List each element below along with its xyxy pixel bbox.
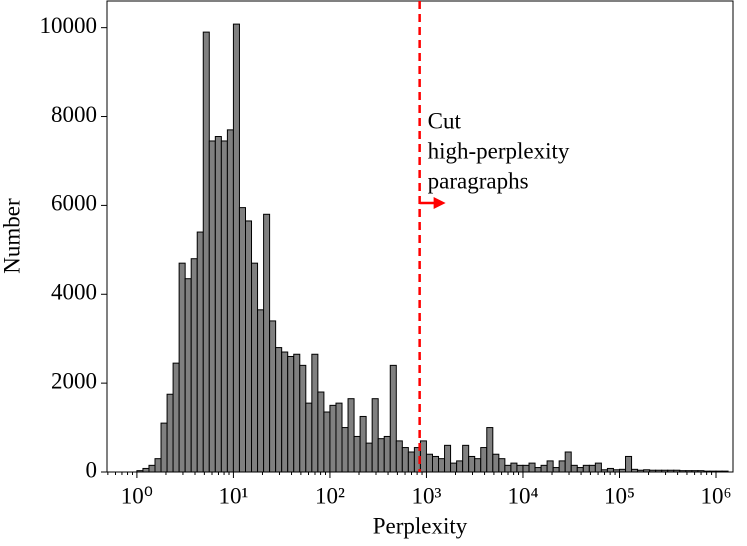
bar [323,411,331,473]
bar [287,355,295,473]
annotation: high-perplexity [428,138,570,163]
y-tick-label: 2000 [51,368,97,393]
bar [251,262,259,473]
bar [594,462,602,473]
bar [377,438,385,473]
bar [450,462,458,473]
bar [468,455,476,473]
bar [269,320,277,473]
bar [208,140,216,473]
bar [226,129,234,473]
cutoff-arrow-head [433,197,446,209]
bar [564,451,572,473]
bar [365,442,373,473]
bar [160,422,168,473]
y-tick-label: 8000 [51,102,97,127]
x-tick-label: 10⁴ [507,483,538,508]
bar [480,447,488,473]
bar [341,427,349,473]
bar [534,467,542,473]
bar [238,207,246,473]
bar [371,398,379,473]
bar [395,440,403,473]
y-tick-label: 0 [86,457,98,482]
bar [178,262,186,473]
bar [347,398,355,473]
x-tick-label: 10⁵ [604,483,635,508]
bar [142,467,150,473]
bar [558,460,566,473]
x-tick-label: 10³ [411,483,441,508]
bar [606,467,614,473]
bar [293,353,301,473]
bar [184,278,192,473]
x-tick-label: 10⁰ [121,483,153,508]
bar [504,464,512,473]
bar [552,467,560,473]
bar [540,464,548,473]
bar [407,451,415,473]
bar [522,464,530,473]
x-tick-label: 10¹ [218,483,248,508]
bar [546,460,554,473]
bar [353,435,361,473]
bar [576,467,584,473]
bar [335,402,343,473]
bar [257,309,265,473]
bar [214,136,222,473]
y-tick-label: 10000 [40,13,98,38]
bar [299,364,307,473]
annotation: Cut [428,108,462,133]
bar [383,435,391,473]
bar [190,258,198,473]
bar [244,220,253,473]
bar [625,455,633,473]
bar [510,462,518,473]
bar [359,415,367,473]
x-axis-label: Perplexity [373,513,468,538]
bar [498,458,506,473]
bar [166,393,174,473]
bar [419,440,427,473]
y-tick-label: 6000 [51,191,97,216]
bar [444,444,452,473]
bar [486,427,494,473]
bar [588,464,596,473]
bar [528,462,536,473]
bar [220,140,228,473]
bar [154,458,162,473]
bar [263,213,271,473]
bar [329,404,337,473]
bar [438,458,446,473]
bar [311,353,319,473]
bar [474,458,482,473]
bar [232,23,240,473]
bar [401,447,409,473]
bar [456,460,464,473]
x-tick-label: 10⁶ [700,483,731,508]
bar [570,464,578,473]
bar [462,444,470,473]
bar [582,464,590,473]
bar [148,464,156,473]
bar [275,347,283,473]
bar [431,455,440,473]
bar [305,402,313,473]
annotation: paragraphs [428,168,529,193]
y-axis-label: Number [0,198,24,274]
bar [202,31,210,473]
bar [425,453,433,473]
y-tick-label: 4000 [51,280,97,305]
bar [281,351,289,473]
bar [172,362,180,473]
bar [492,453,500,473]
bar [317,391,325,473]
bar [389,364,397,473]
bar [516,464,524,473]
x-tick-label: 10² [315,483,345,508]
bar [196,231,204,473]
